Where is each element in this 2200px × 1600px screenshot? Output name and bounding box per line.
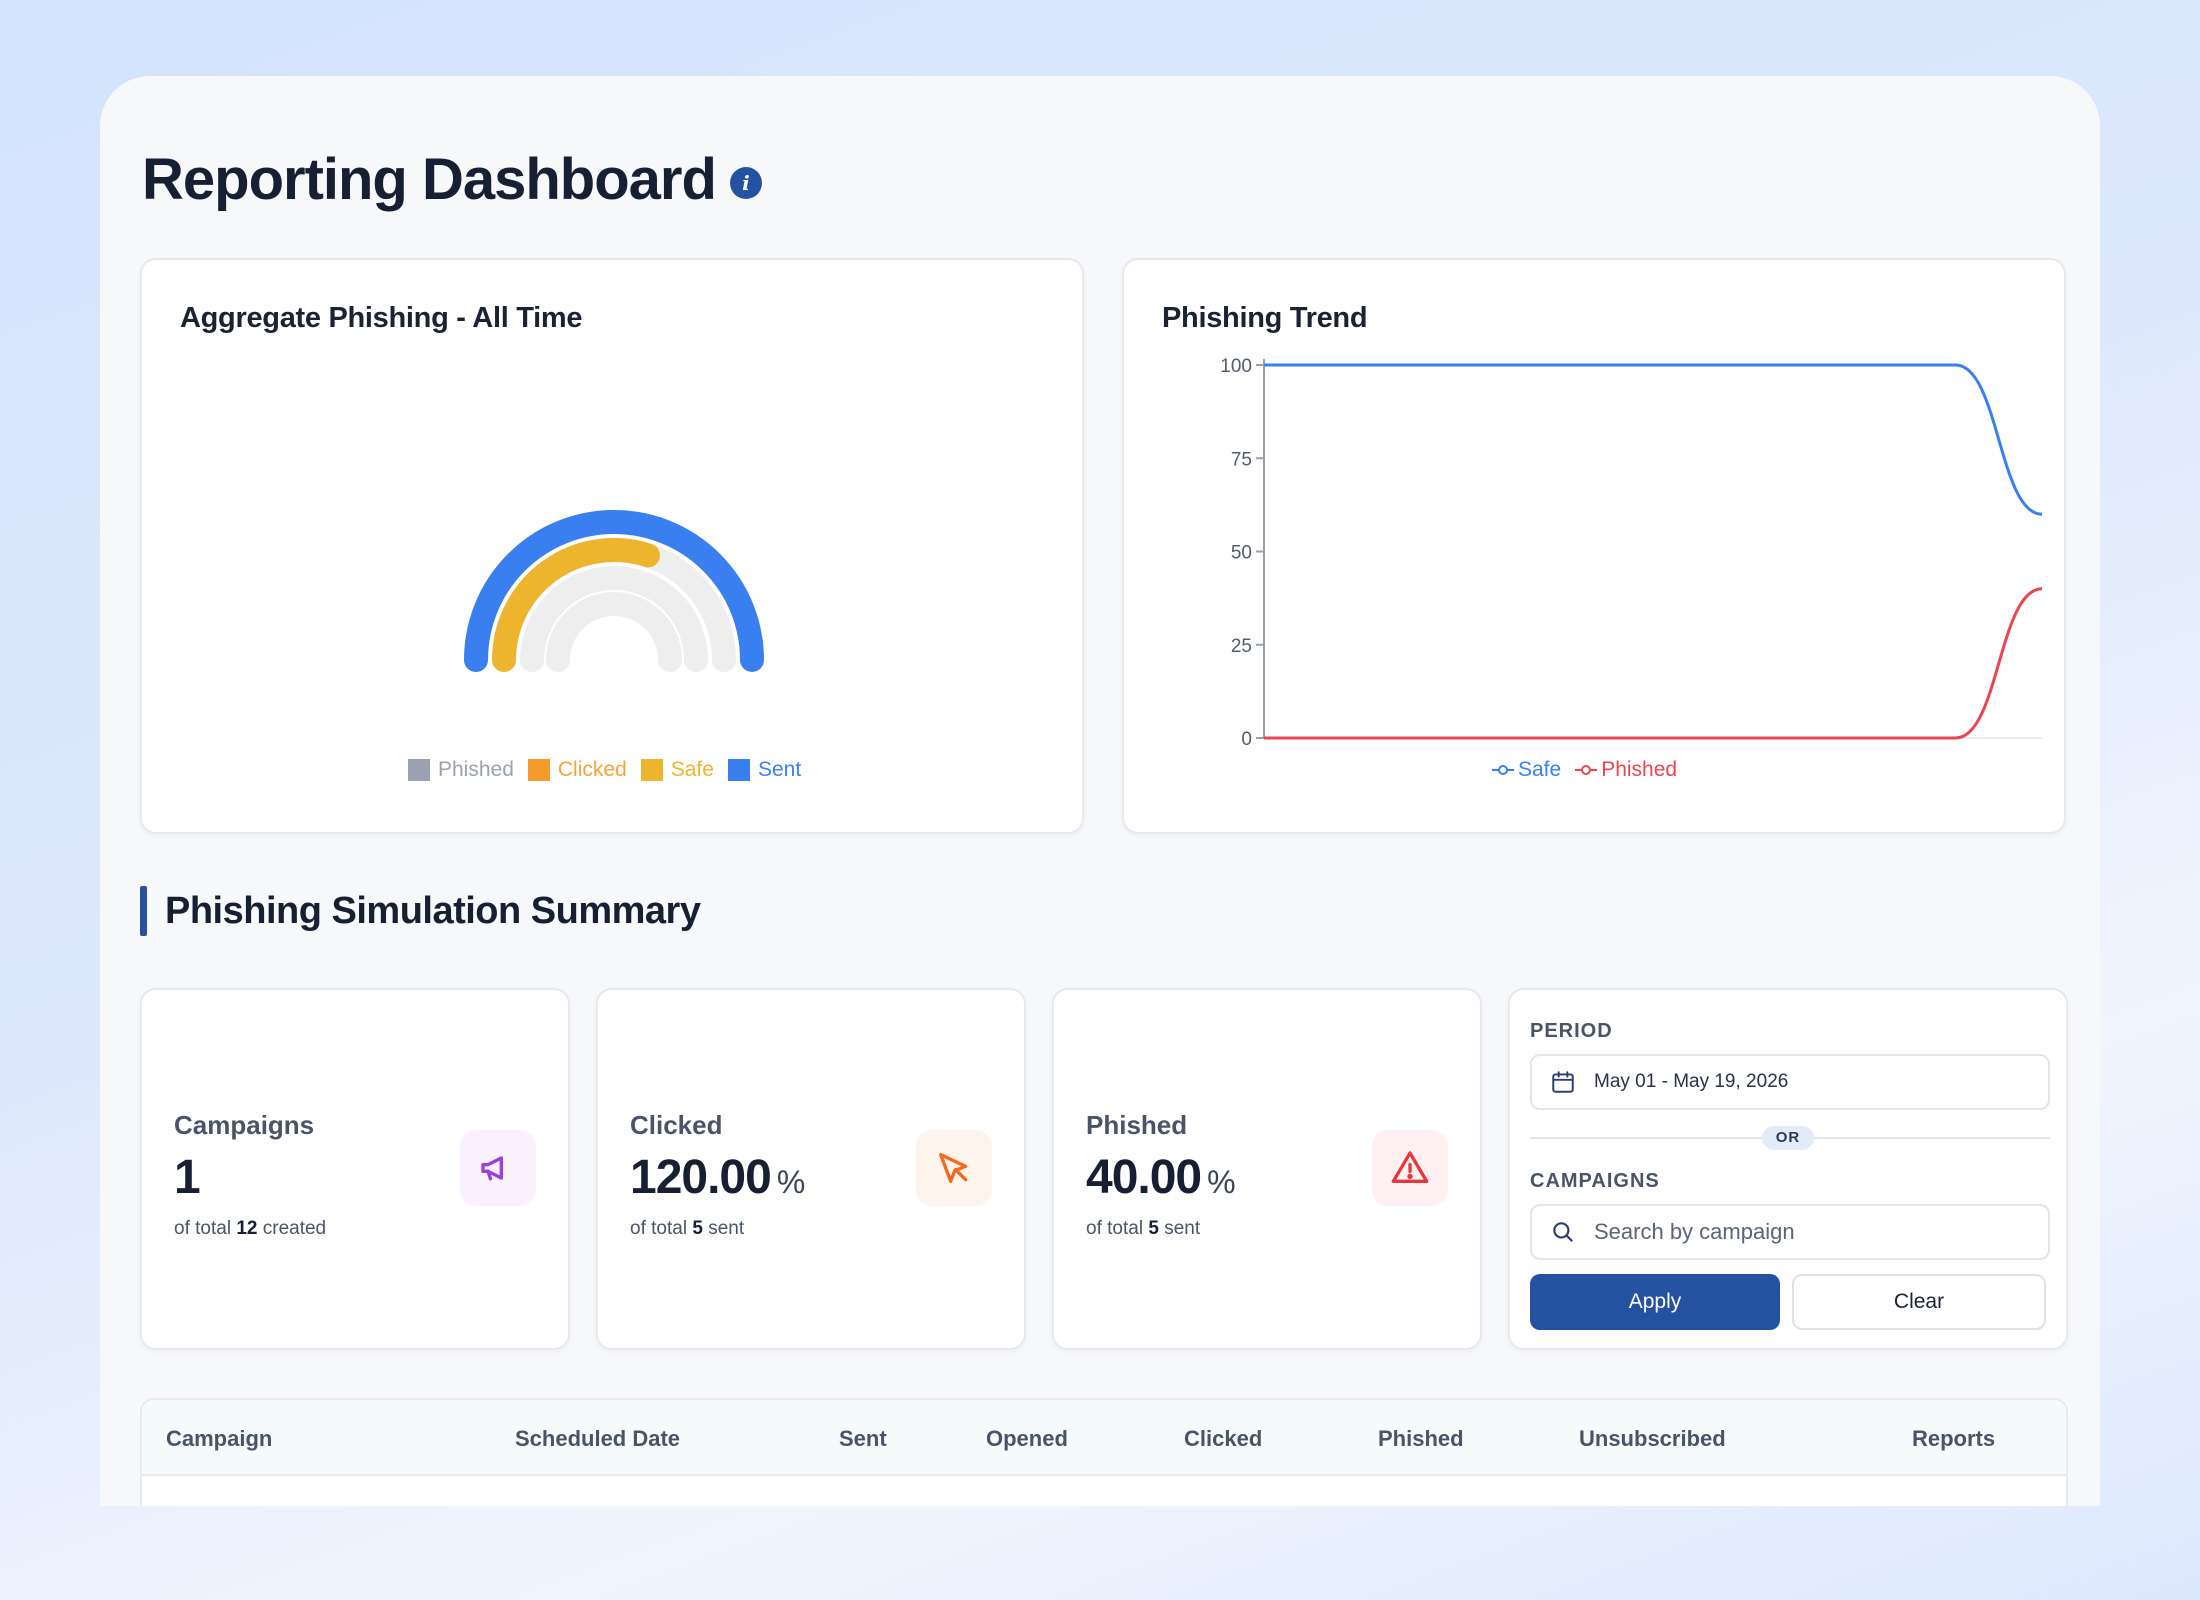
summary-section-title: Phishing Simulation Summary <box>165 889 701 932</box>
column-header-scheduled-date[interactable]: Scheduled Date <box>515 1426 681 1451</box>
stat-label: Phished <box>1086 1110 1188 1140</box>
column-header-opened[interactable]: Opened <box>986 1426 1068 1451</box>
radial-bar-sent[interactable] <box>464 510 764 672</box>
column-header-reports[interactable]: Reports <box>1912 1426 1996 1451</box>
table-header-row: Campaign Scheduled Date Sent Opened Clic… <box>142 1400 2066 1476</box>
stat-value: 1 <box>174 1151 201 1204</box>
search-icon <box>1550 1219 1576 1245</box>
summary-section-header: Phishing Simulation Summary <box>140 886 701 936</box>
campaigns-label: CAMPAIGNS <box>1530 1170 1660 1192</box>
megaphone-icon <box>460 1130 536 1206</box>
stat-card-clicked: Clicked 120.00% of total 5 sent <box>596 988 1026 1350</box>
legend-label: Phished <box>1601 758 1678 781</box>
legend-label: Safe <box>1518 758 1562 781</box>
series-line-phished[interactable] <box>1264 587 2043 740</box>
legend-swatch <box>408 759 430 781</box>
y-tick-label: 25 <box>1231 636 1252 657</box>
stat-value: 40.00% <box>1086 1151 1236 1204</box>
or-badge: OR <box>1762 1126 1814 1150</box>
y-tick-label: 100 <box>1220 356 1252 377</box>
legend-line-marker <box>1492 765 1514 775</box>
column-header-sent[interactable]: Sent <box>839 1426 887 1451</box>
info-icon[interactable]: i <box>729 166 762 199</box>
filter-card: PERIOD May 01 - May 19, 2026 OR CAMPAIGN… <box>1508 988 2068 1350</box>
column-header-phished[interactable]: Phished <box>1378 1426 1464 1451</box>
legend-line-marker <box>1575 765 1598 775</box>
clear-button[interactable]: Clear <box>1792 1274 2046 1330</box>
page-header: Reporting Dashboard i <box>142 146 762 213</box>
stat-card-campaigns: Campaigns 1 of total 12 created <box>140 988 570 1350</box>
calendar-icon <box>1550 1069 1576 1095</box>
aggregate-phishing-card: Aggregate Phishing - All Time Phished Cli… <box>140 258 1084 834</box>
legend-swatch <box>727 759 750 781</box>
legend-label: Sent <box>757 758 802 781</box>
period-value: May 01 - May 19, 2026 <box>1594 1071 1789 1092</box>
stat-label: Clicked <box>630 1110 723 1140</box>
apply-button[interactable]: Apply <box>1530 1274 1780 1330</box>
y-tick-label: 75 <box>1231 449 1252 470</box>
legend-label: Phished <box>438 758 514 781</box>
phishing-trend-chart: 0 25 50 75 100 <box>1220 356 2043 750</box>
trend-legend: Safe Phished <box>1492 758 1677 782</box>
legend-item-phished[interactable]: Phished <box>1575 758 1677 782</box>
warning-icon <box>1372 1130 1448 1206</box>
legend-label: Clicked <box>557 758 627 781</box>
period-label: PERIOD <box>1530 1020 1613 1042</box>
radial-track-phished <box>546 592 682 672</box>
or-divider: OR <box>1530 1126 2050 1150</box>
campaign-table: Campaign Scheduled Date Sent Opened Clic… <box>140 1398 2068 1506</box>
stat-subtext: of total 5 sent <box>1086 1218 1201 1239</box>
radial-track-clicked <box>520 566 708 672</box>
legend-swatch <box>527 759 550 781</box>
phishing-trend-card: Phishing Trend 0 25 50 75 100 Safe Phished <box>1122 258 2066 834</box>
stat-subtext: of total 5 sent <box>630 1218 745 1239</box>
page-title: Reporting Dashboard <box>142 147 717 212</box>
stat-value: 120.00% <box>630 1151 806 1204</box>
stat-card-phished: Phished 40.00% of total 5 sent <box>1052 988 1482 1350</box>
period-date-picker[interactable]: May 01 - May 19, 2026 <box>1530 1054 2050 1110</box>
aggregate-radial-chart <box>464 510 764 672</box>
radial-bar-safe[interactable] <box>492 538 660 672</box>
legend-item-sent[interactable]: Sent <box>727 758 802 782</box>
section-accent-bar <box>140 886 147 936</box>
legend-item-phished[interactable]: Phished <box>408 758 514 782</box>
series-line-safe[interactable] <box>1263 363 2043 516</box>
stat-label: Campaigns <box>174 1110 315 1140</box>
legend-swatch <box>640 759 663 781</box>
campaign-search-field[interactable] <box>1530 1204 2050 1260</box>
y-tick-label: 50 <box>1231 543 1252 564</box>
legend-item-safe[interactable]: Safe <box>1492 758 1561 782</box>
legend-item-safe[interactable]: Safe <box>640 758 714 782</box>
column-header-campaign[interactable]: Campaign <box>166 1426 273 1451</box>
legend-label: Safe <box>670 758 714 781</box>
column-header-unsubscribed[interactable]: Unsubscribed <box>1579 1426 1726 1451</box>
legend-item-clicked[interactable]: Clicked <box>527 758 627 782</box>
trend-card-title: Phishing Trend <box>1162 302 1368 334</box>
column-header-clicked[interactable]: Clicked <box>1184 1426 1263 1451</box>
cursor-icon <box>916 1130 992 1206</box>
y-tick-label: 0 <box>1241 729 1252 750</box>
aggregate-card-title: Aggregate Phishing - All Time <box>180 302 583 334</box>
dashboard-panel: Reporting Dashboard i Aggregate Phishing… <box>100 76 2100 1506</box>
aggregate-legend: Phished Clicked Safe Sent <box>408 758 801 782</box>
campaign-search-input[interactable] <box>1594 1219 2014 1245</box>
stat-subtext: of total 12 created <box>174 1218 327 1239</box>
